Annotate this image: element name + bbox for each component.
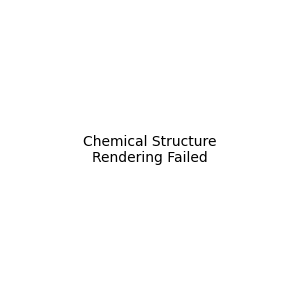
Text: Chemical Structure
Rendering Failed: Chemical Structure Rendering Failed [83, 135, 217, 165]
